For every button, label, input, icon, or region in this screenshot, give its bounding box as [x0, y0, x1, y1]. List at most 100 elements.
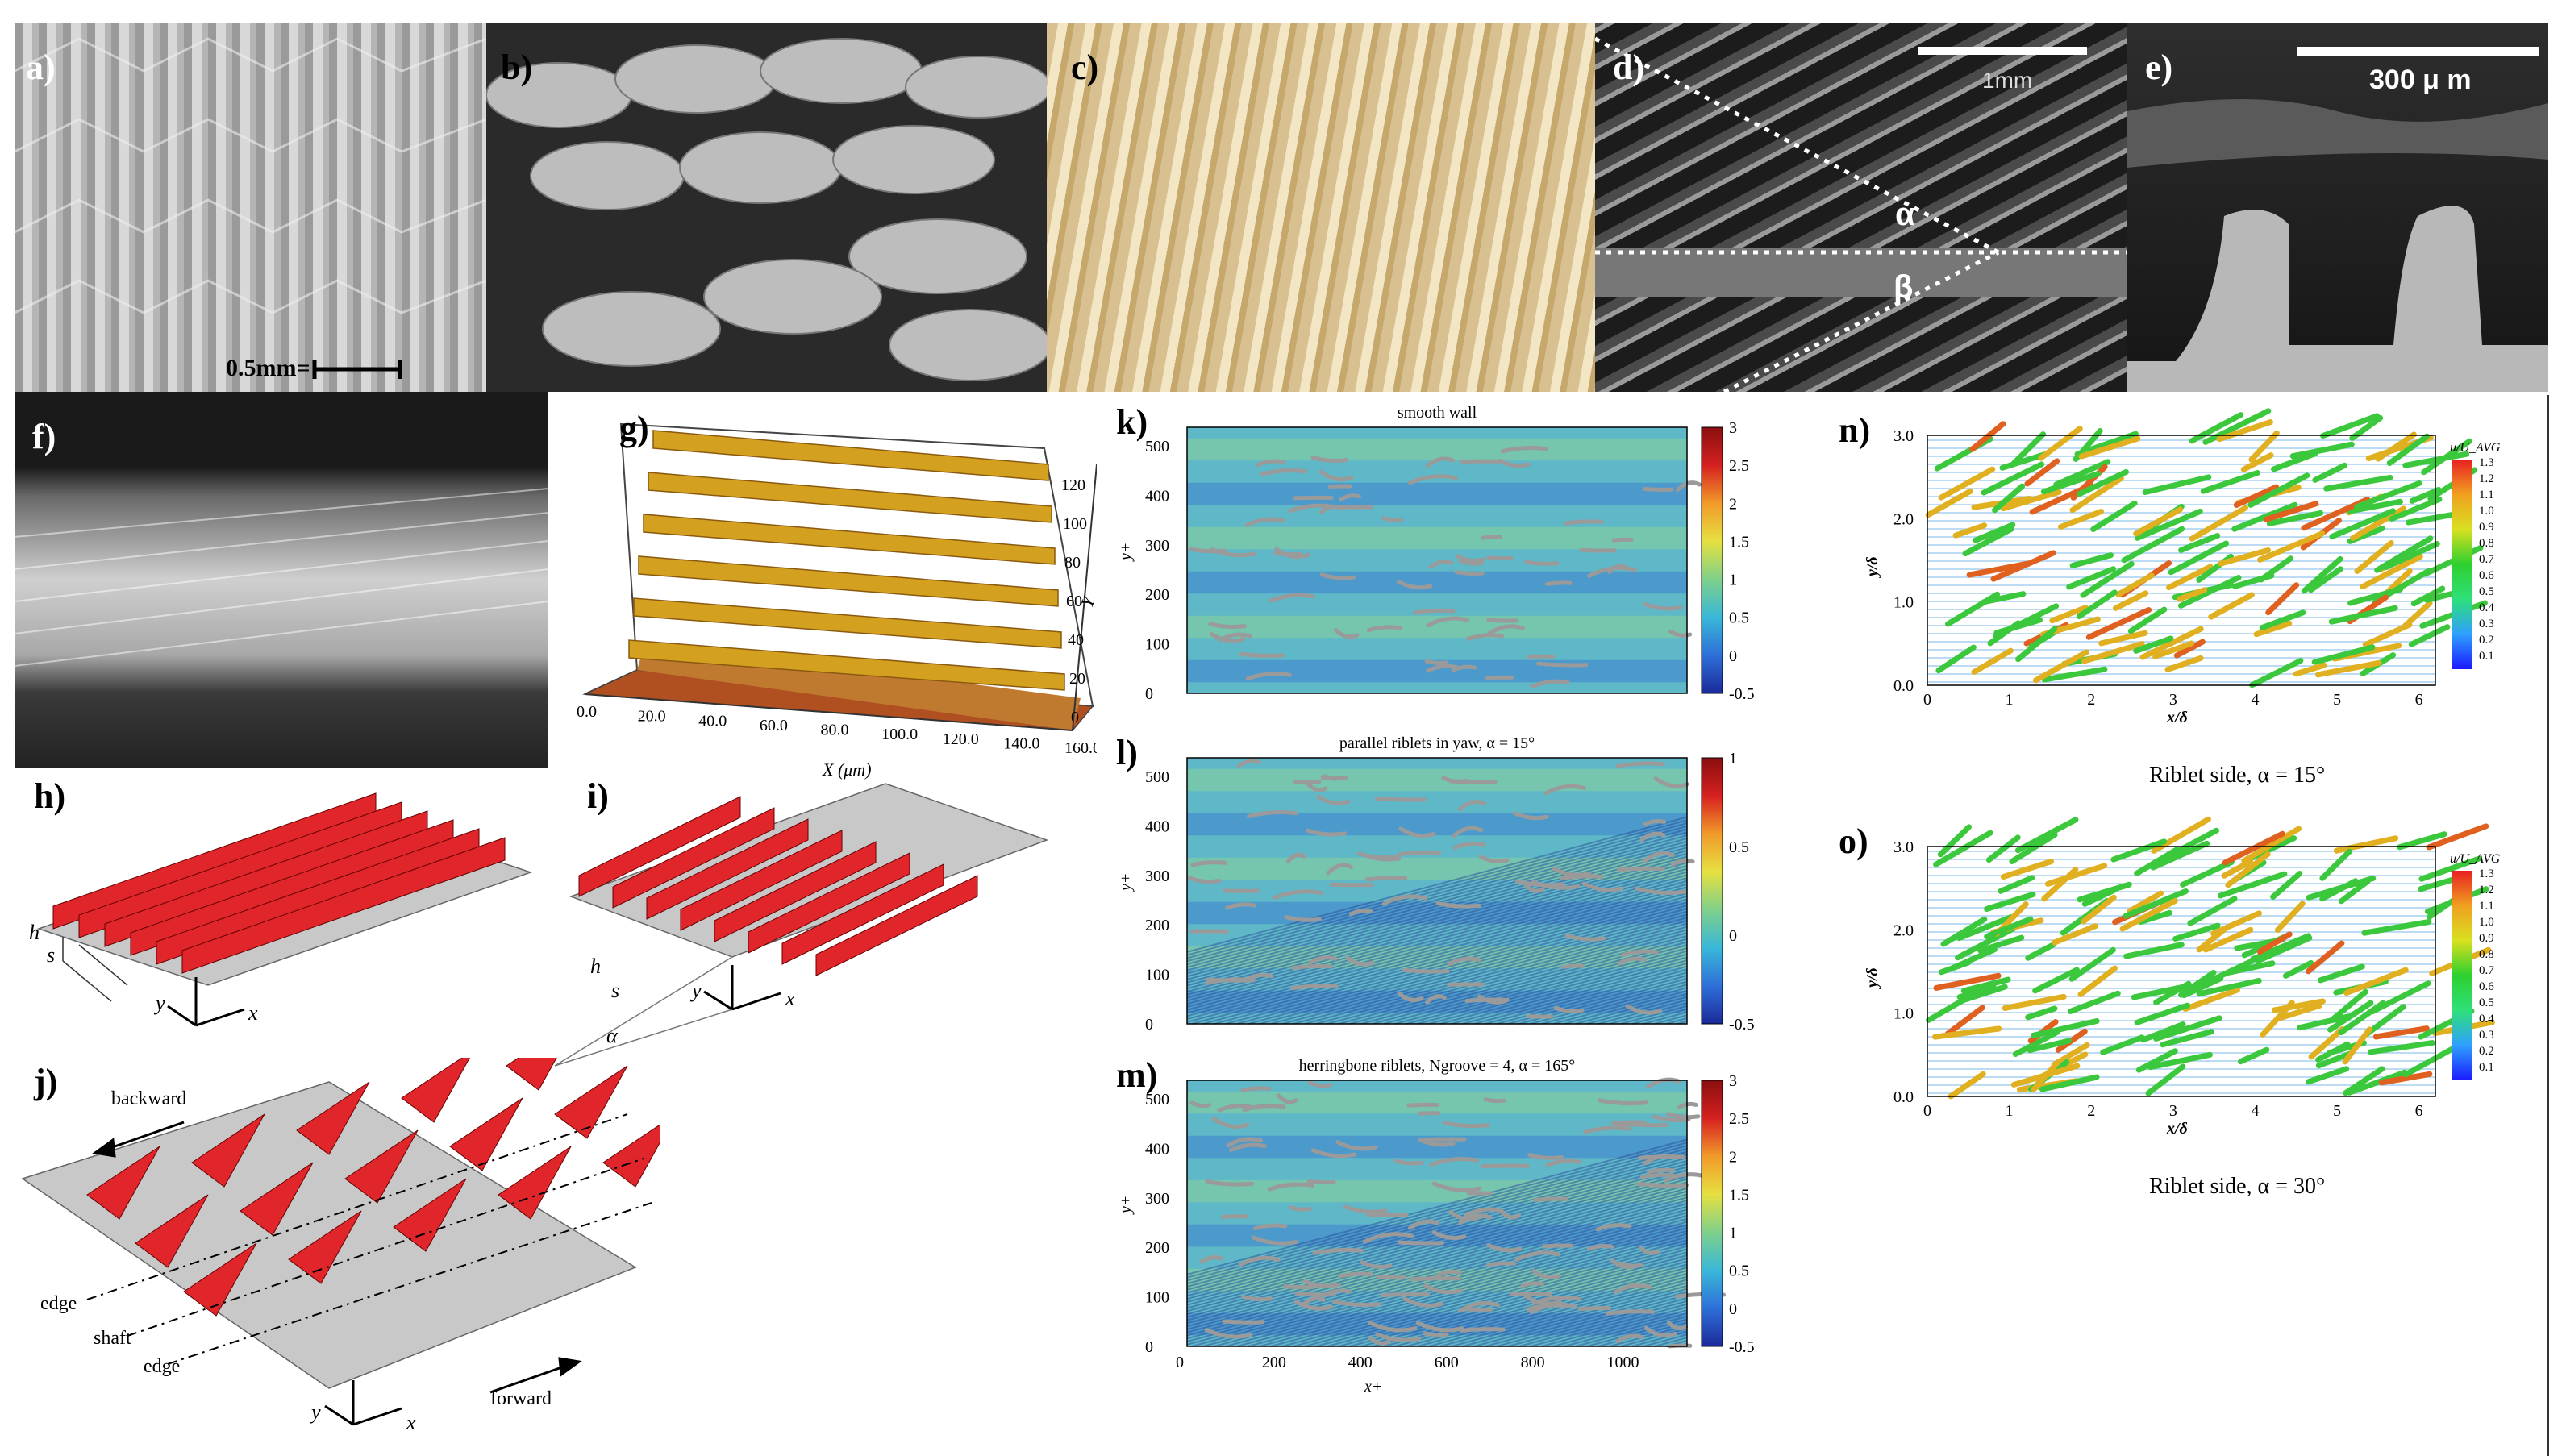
vortex-tube — [2135, 1048, 2178, 1073]
vortex-tube — [2323, 474, 2393, 492]
vortex-tube — [2248, 430, 2280, 463]
riblet-hatch — [1360, 1257, 1688, 1347]
vortex-structure — [1365, 1212, 1409, 1217]
velocity-streak — [1187, 768, 1687, 792]
edge-label-lower: edge — [144, 1356, 181, 1377]
vortex-structure — [1487, 624, 1525, 636]
vortex-tube — [2181, 976, 2224, 999]
x-tick: 2 — [2087, 691, 2095, 709]
riblet-hatch — [1315, 922, 1688, 1025]
x-tick: 2 — [2087, 1102, 2095, 1120]
vortex-tube — [2409, 486, 2442, 504]
vortex-structure — [1448, 779, 1498, 784]
chevron-riblet — [401, 1058, 471, 1123]
vortex-structure — [1209, 631, 1246, 643]
vortex-structure — [1423, 1331, 1449, 1337]
panel-caption: Riblet side, α = 15° — [2149, 763, 2325, 788]
colorbar — [1701, 1080, 1723, 1347]
riblet-hatch — [1451, 959, 1688, 1025]
vortex-tube — [2180, 859, 2235, 888]
vortex-structure — [1360, 1260, 1393, 1269]
vortex-structure — [1356, 851, 1401, 860]
riblet-hatch — [1186, 843, 1688, 980]
riblet-hatch — [1541, 1306, 1688, 1347]
riblet-hatch — [1236, 901, 1688, 1025]
panel-label-o: o) — [1839, 822, 1868, 861]
panel-a-photo: a) 0.5mm= — [15, 23, 486, 392]
vortex-structure — [1319, 572, 1356, 580]
vortex-tube — [2145, 1063, 2186, 1096]
vortex-tube — [2131, 984, 2184, 1000]
vortex-tube — [2386, 433, 2430, 466]
forward-label: forward — [490, 1388, 552, 1409]
colorbar — [1701, 426, 1723, 694]
vortex-structure — [1642, 487, 1674, 492]
vortex-tube — [2238, 1046, 2270, 1065]
plot-title: smooth wall — [1398, 404, 1477, 422]
vortex-structure — [1302, 1279, 1341, 1288]
x-axis-label-g: X (μm) — [823, 759, 872, 780]
panel-o-vortex-plot: 3.0 2.0 1.0 0.0 0 1 2 3 4 5 6 x/δ y/δ u/U_AVG 1.3 1.2 1.… — [1806, 814, 2540, 1209]
vortex-tube — [2218, 547, 2272, 567]
vortex-tube — [2044, 863, 2108, 887]
riblet-hatch — [1304, 920, 1688, 1025]
vortex-structure — [1407, 1219, 1440, 1230]
vortex-structure — [1615, 761, 1665, 768]
riblet-hatch — [1186, 1190, 1688, 1328]
vortex-tube — [2362, 622, 2413, 648]
panel-d-photo: d) 1mm α β — [1595, 23, 2127, 392]
riblet-hatch — [1451, 1282, 1688, 1347]
vortex-structure — [1486, 1243, 1523, 1253]
vortex-tube — [2360, 553, 2423, 590]
riblet-hatch — [1518, 1300, 1688, 1347]
riblet-hatch — [1270, 910, 1688, 1025]
vortex-structure — [1531, 1268, 1561, 1279]
scale-bar-label-d: 1mm — [1982, 68, 2033, 93]
vortex-tube — [2085, 606, 2152, 640]
riblet-hatch — [1202, 1215, 1688, 1347]
vortex-tube — [2074, 431, 2139, 457]
y-tick: 2.0 — [1893, 921, 1914, 939]
y-tick: 0 — [1145, 1016, 1153, 1034]
colorbar-tick: 0.5 — [1729, 838, 1749, 856]
riblet-hatch — [1383, 941, 1688, 1025]
colorbar — [2452, 871, 2472, 1080]
vortex-tube — [2153, 1015, 2222, 1042]
vortex-tube — [2259, 609, 2306, 630]
vortex-tube — [2271, 451, 2318, 472]
colorbar-tick: 0 — [1729, 647, 1737, 665]
vortex-tube — [2150, 840, 2210, 871]
colorbar-tick: 1.2 — [2479, 884, 2494, 896]
vortex-tube — [2069, 552, 2114, 569]
riblet-strip — [714, 841, 877, 942]
colorbar-title: u/U_AVG — [2450, 852, 2501, 866]
spacing-symbol-i: s — [611, 979, 620, 1002]
vortex-structure — [1564, 934, 1606, 942]
x-tick: 5 — [2333, 1102, 2341, 1120]
vortex-tube — [1984, 892, 2036, 913]
riblet-hatch — [1643, 1011, 1688, 1025]
vortex-tube — [2139, 1021, 2186, 1043]
vortex-tube — [2274, 901, 2306, 934]
vortex-structure — [1368, 1336, 1391, 1346]
vortex-structure — [1523, 1294, 1562, 1306]
y-axis-label: y+ — [1117, 1196, 1135, 1215]
vortex-structure — [1522, 880, 1545, 893]
riblet-hatch — [1428, 1275, 1688, 1347]
vortex-structure — [1334, 628, 1360, 639]
vortex-structure — [1636, 1181, 1689, 1188]
vortex-structure — [1380, 1292, 1431, 1298]
vortex-structure — [1312, 1247, 1364, 1255]
colorbar-tick: 0.5 — [2479, 996, 2494, 1009]
panel-label-d: d) — [1613, 48, 1645, 87]
vortex-structure — [1189, 547, 1227, 554]
riblet-hatch — [1631, 1330, 1688, 1347]
vortex-tube — [1937, 824, 1973, 858]
riblet-hatch — [1338, 929, 1688, 1025]
colorbar-tick: 1.3 — [2479, 456, 2494, 469]
vortex-structure — [1294, 1291, 1336, 1297]
riblet-hatch — [1439, 1279, 1688, 1347]
colorbar-tick: 1.2 — [2479, 472, 2494, 485]
y-tick: 400 — [1145, 487, 1169, 505]
vortex-tube — [2187, 896, 2238, 926]
